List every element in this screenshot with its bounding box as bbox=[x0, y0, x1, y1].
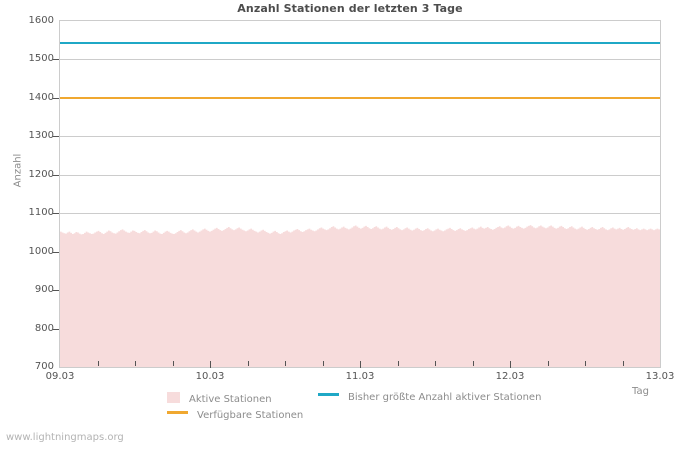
y-axis-tick-mark bbox=[53, 98, 59, 99]
gridline bbox=[60, 175, 660, 176]
available-stations-line-series bbox=[60, 97, 660, 99]
y-axis-tick-mark bbox=[53, 329, 59, 330]
chart-legend: Aktive Stationen Bisher größte Anzahl akt… bbox=[0, 392, 700, 428]
x-axis-minor-tick-mark bbox=[285, 361, 286, 366]
watermark: www.lightningmaps.org bbox=[6, 432, 124, 443]
y-axis-tick-label: 800 bbox=[34, 322, 54, 334]
y-axis-tick-mark bbox=[53, 136, 59, 137]
chart-title: Anzahl Stationen der letzten 3 Tage bbox=[237, 2, 463, 15]
y-axis-tick-label: 1000 bbox=[28, 245, 54, 257]
x-axis-minor-tick-mark bbox=[435, 361, 436, 366]
y-axis-tick-label: 1500 bbox=[28, 53, 54, 65]
x-axis-minor-tick-mark bbox=[623, 361, 624, 366]
y-axis-tick-label: 1100 bbox=[28, 207, 54, 219]
y-axis-tick-mark bbox=[53, 252, 59, 253]
x-axis-minor-tick-mark bbox=[173, 361, 174, 366]
legend-item-label: Bisher größte Anzahl aktiver Stationen bbox=[348, 392, 542, 403]
x-axis-major-tick-mark bbox=[210, 361, 211, 368]
x-axis-minor-tick-mark bbox=[585, 361, 586, 366]
x-axis-tick-label: 13.03 bbox=[645, 371, 675, 382]
x-axis-minor-tick-mark bbox=[135, 361, 136, 366]
x-axis-major-tick-mark bbox=[360, 361, 361, 368]
active-stations-area-path bbox=[60, 225, 660, 367]
x-axis-minor-tick-mark bbox=[323, 361, 324, 366]
gridline bbox=[60, 59, 660, 60]
y-axis-tick-label: 900 bbox=[34, 284, 54, 296]
x-axis-label: Tag bbox=[632, 386, 649, 397]
y-axis-tick-mark bbox=[53, 59, 59, 60]
y-axis-tick-mark bbox=[53, 175, 59, 176]
x-axis-tick-label: 10.03 bbox=[195, 371, 225, 382]
legend-item[interactable]: Aktive Stationen bbox=[167, 392, 272, 405]
active-stations-area-series bbox=[60, 225, 660, 367]
x-axis-tick-label: 09.03 bbox=[45, 371, 75, 382]
y-axis-tick-label: 700 bbox=[34, 361, 54, 372]
x-axis-minor-tick-mark bbox=[398, 361, 399, 366]
x-axis-minor-tick-mark bbox=[548, 361, 549, 366]
x-axis-minor-tick-mark bbox=[473, 361, 474, 366]
max-active-stations-line-series bbox=[60, 42, 660, 44]
legend-item-label: Aktive Stationen bbox=[189, 394, 272, 405]
legend-item[interactable]: Verfügbare Stationen bbox=[167, 410, 303, 421]
legend-item-label: Verfügbare Stationen bbox=[197, 410, 304, 421]
x-axis-major-tick-mark bbox=[510, 361, 511, 368]
x-axis-minor-tick-mark bbox=[98, 361, 99, 366]
y-axis-tick-mark bbox=[53, 290, 59, 291]
x-axis-tick-label: 11.03 bbox=[345, 371, 375, 382]
legend-line-swatch-icon bbox=[167, 411, 188, 414]
y-axis-tick-label: 1600 bbox=[28, 15, 54, 26]
legend-line-swatch-icon bbox=[318, 393, 339, 396]
y-axis-tick-label: 1400 bbox=[28, 91, 54, 103]
plot-area bbox=[59, 20, 661, 368]
legend-item[interactable]: Bisher größte Anzahl aktiver Stationen bbox=[318, 392, 541, 403]
x-axis-tick-label: 12.03 bbox=[495, 371, 525, 382]
gridline bbox=[60, 136, 660, 137]
gridline bbox=[60, 213, 660, 214]
x-axis-minor-tick-mark bbox=[248, 361, 249, 366]
y-axis-tick-label: 1200 bbox=[28, 168, 54, 180]
legend-area-swatch-icon bbox=[167, 392, 180, 403]
y-axis-tick-mark bbox=[53, 213, 59, 214]
y-axis-tick-label: 1300 bbox=[28, 130, 54, 142]
